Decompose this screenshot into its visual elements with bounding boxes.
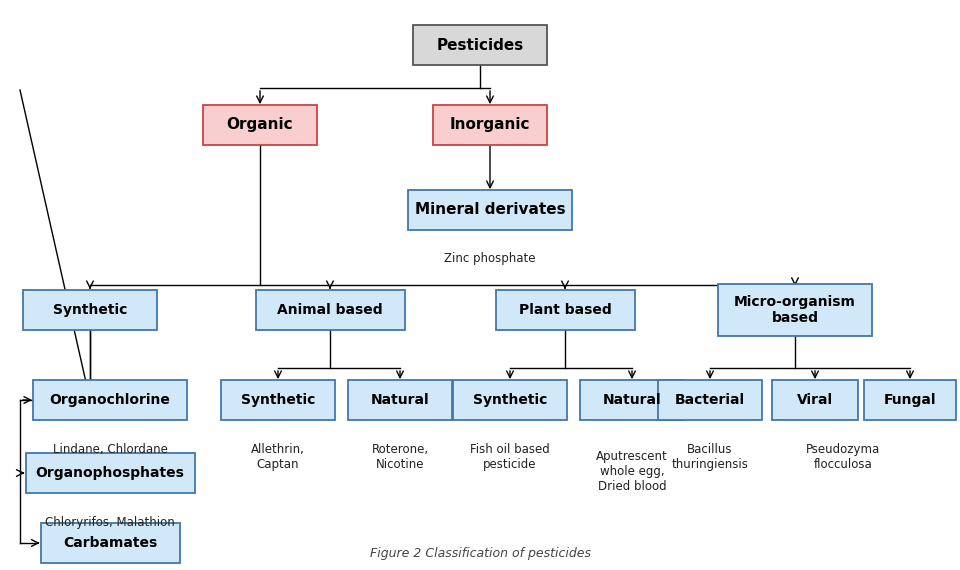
FancyBboxPatch shape	[413, 25, 547, 65]
FancyBboxPatch shape	[348, 380, 452, 420]
FancyBboxPatch shape	[718, 284, 872, 336]
Text: Mineral derivates: Mineral derivates	[415, 202, 565, 218]
Text: Viral: Viral	[797, 393, 833, 407]
FancyBboxPatch shape	[23, 290, 157, 330]
FancyBboxPatch shape	[33, 380, 187, 420]
Text: Fungal: Fungal	[884, 393, 936, 407]
Text: Synthetic: Synthetic	[473, 393, 547, 407]
Text: Synthetic: Synthetic	[53, 303, 127, 317]
Text: Bacillus
thuringiensis: Bacillus thuringiensis	[672, 443, 749, 471]
FancyBboxPatch shape	[580, 380, 684, 420]
Text: Figure 2 Classification of pesticides: Figure 2 Classification of pesticides	[370, 547, 590, 560]
FancyBboxPatch shape	[408, 190, 572, 230]
Text: Natural: Natural	[371, 393, 429, 407]
Text: Inorganic: Inorganic	[449, 117, 530, 132]
FancyBboxPatch shape	[255, 290, 404, 330]
Text: Zinc phosphate: Zinc phosphate	[444, 252, 536, 265]
Text: Pesticides: Pesticides	[437, 38, 523, 52]
Text: Chloryrifos, Malathion: Chloryrifos, Malathion	[45, 516, 175, 529]
FancyBboxPatch shape	[495, 290, 635, 330]
Text: Fish oil based
pesticide: Fish oil based pesticide	[470, 443, 550, 471]
Text: Organic: Organic	[227, 117, 294, 132]
Text: Lindane, Chlordane: Lindane, Chlordane	[53, 443, 167, 456]
FancyBboxPatch shape	[221, 380, 335, 420]
Text: Roterone,
Nicotine: Roterone, Nicotine	[372, 443, 428, 471]
Text: Pseudozyma
flocculosa: Pseudozyma flocculosa	[805, 443, 880, 471]
FancyBboxPatch shape	[433, 105, 547, 145]
FancyBboxPatch shape	[864, 380, 956, 420]
FancyBboxPatch shape	[772, 380, 858, 420]
Text: Carbamates: Carbamates	[62, 536, 157, 550]
Text: Bacterial: Bacterial	[675, 393, 745, 407]
Text: Allethrin,
Captan: Allethrin, Captan	[252, 443, 305, 471]
FancyBboxPatch shape	[203, 105, 317, 145]
Text: Plant based: Plant based	[518, 303, 612, 317]
FancyBboxPatch shape	[658, 380, 762, 420]
Text: Micro-organism
based: Micro-organism based	[734, 295, 856, 325]
FancyBboxPatch shape	[453, 380, 567, 420]
Text: Organophosphates: Organophosphates	[36, 466, 184, 480]
Text: Aputrescent
whole egg,
Dried blood: Aputrescent whole egg, Dried blood	[596, 450, 668, 493]
Text: Animal based: Animal based	[277, 303, 383, 317]
Text: Synthetic: Synthetic	[241, 393, 315, 407]
Text: Natural: Natural	[603, 393, 661, 407]
Text: Organochlorine: Organochlorine	[50, 393, 171, 407]
FancyBboxPatch shape	[26, 453, 195, 493]
FancyBboxPatch shape	[40, 523, 180, 563]
